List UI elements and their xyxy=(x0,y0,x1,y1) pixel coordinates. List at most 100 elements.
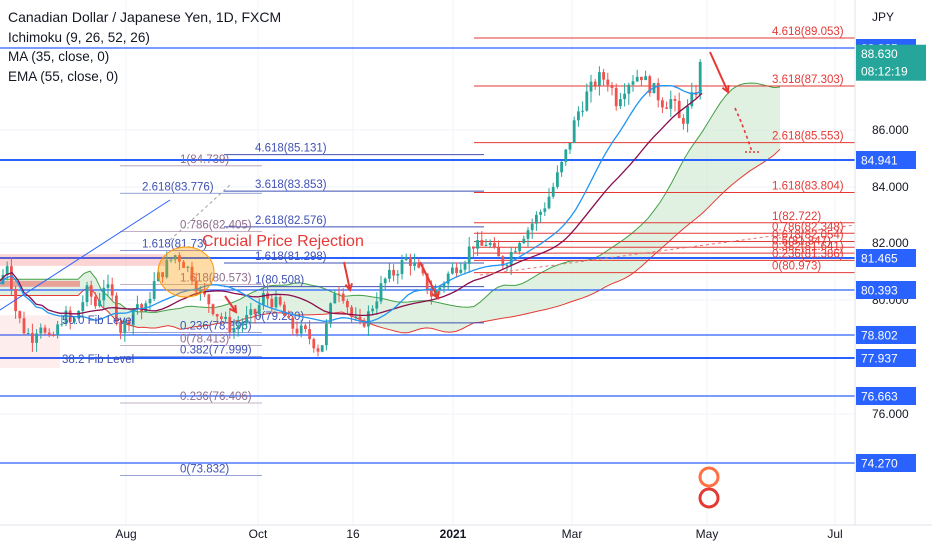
candle-body-57 xyxy=(241,323,244,326)
candle-body-6 xyxy=(26,333,30,335)
candle-body-131 xyxy=(551,186,555,197)
y-tick-0: 86.000 xyxy=(872,123,909,137)
fib-upper-label-6: 0.618(82.054) xyxy=(772,229,844,241)
chart-legend: Canadian Dollar / Japanese Yen, 1D, FXCM… xyxy=(8,8,281,86)
projection-path xyxy=(734,107,753,153)
fib-upper-label-1: 3.618(87.303) xyxy=(772,74,844,86)
candle-body-140 xyxy=(589,81,593,92)
price-axis[interactable]: JPY86.00084.00082.00080.00076.00088.8658… xyxy=(854,0,932,540)
candle-body-1 xyxy=(5,266,9,276)
cloud-fill xyxy=(0,83,780,333)
ichimoku-legend[interactable]: Ichimoku (9, 26, 52, 26) xyxy=(8,29,150,45)
candle-body-95 xyxy=(400,260,404,274)
x-tick-1: Oct xyxy=(249,527,268,541)
candle-body-52 xyxy=(220,316,223,320)
candle-body-125 xyxy=(526,230,530,239)
level-tag-bg-5 xyxy=(856,349,916,367)
candle-body-113 xyxy=(476,239,479,249)
currency-label: JPY xyxy=(872,10,894,24)
candle-body-111 xyxy=(467,246,471,264)
candle-body-61 xyxy=(257,304,261,314)
candle-body-133 xyxy=(560,161,563,173)
fib-left-label-0: 1(84.739) xyxy=(180,154,229,166)
candle-body-45 xyxy=(190,266,194,281)
candle-body-73 xyxy=(308,329,311,340)
candle-body-166 xyxy=(698,62,702,95)
left-pink-zone xyxy=(0,315,60,369)
time-axis[interactable]: Aug Oct 16 2021 Mar May Jul xyxy=(0,524,932,550)
candle-body-77 xyxy=(325,323,328,346)
arrow-may-head xyxy=(721,84,730,94)
candle-body-17 xyxy=(73,318,76,322)
candle-body-21 xyxy=(89,285,93,297)
ma-legend[interactable]: MA (35, close, 0) xyxy=(8,49,110,64)
candle-body-132 xyxy=(556,172,559,187)
candle-body-2 xyxy=(10,266,13,290)
candle-body-50 xyxy=(211,304,215,315)
candle-body-142 xyxy=(598,72,601,86)
candle-body-123 xyxy=(518,243,521,252)
annotations: Crucial Price Rejection 50.0 Fib Level 38.… xyxy=(0,51,856,509)
candle-body-39 xyxy=(165,259,169,278)
candle-body-41 xyxy=(173,255,177,260)
candle-body-100 xyxy=(421,267,425,274)
fibonacci-levels: 4.618(89.053) 3.618(87.303) 2.618(85.553) 1… xyxy=(120,26,855,476)
candle-body-162 xyxy=(682,118,685,124)
candle-body-116 xyxy=(488,242,492,245)
candle-body-63 xyxy=(266,293,269,299)
candle-body-143 xyxy=(602,72,605,80)
candle-body-152 xyxy=(640,76,643,81)
candle-body-110 xyxy=(463,263,467,270)
candle-body-5 xyxy=(22,318,26,334)
candle-body-20 xyxy=(85,285,89,303)
candle-body-24 xyxy=(102,287,106,301)
candle-body-107 xyxy=(451,267,454,274)
candle-body-32 xyxy=(136,304,139,309)
candle-body-81 xyxy=(341,293,345,301)
candle-body-56 xyxy=(236,325,240,329)
candle-body-112 xyxy=(472,246,475,249)
candle-body-99 xyxy=(417,263,421,268)
ichimoku-cloud xyxy=(0,82,781,334)
rejection-highlight xyxy=(157,246,215,298)
candle-body-96 xyxy=(404,257,408,261)
candle-body-154 xyxy=(648,76,652,94)
candle-body-27 xyxy=(115,295,118,323)
candle-body-79 xyxy=(333,293,337,304)
candle-body-124 xyxy=(522,238,526,244)
candle-body-62 xyxy=(262,293,265,305)
arrow-jan-shaft xyxy=(419,261,439,299)
fib-left-label-9: 0(73.832) xyxy=(180,464,229,476)
candle-body-69 xyxy=(291,317,295,329)
candles xyxy=(1,59,702,357)
ma-35-line xyxy=(0,92,703,317)
x-tick-0: Aug xyxy=(115,527,136,541)
ema-legend[interactable]: EMA (55, close, 0) xyxy=(8,68,119,84)
candle-body-13 xyxy=(56,324,59,336)
candle-body-102 xyxy=(430,290,433,297)
candle-body-53 xyxy=(224,316,227,320)
fib-left-label-7: 0.382(77.999) xyxy=(180,344,252,356)
left-red-zone xyxy=(0,254,165,266)
candle-body-76 xyxy=(320,345,324,352)
fib-upper-label-0: 4.618(89.053) xyxy=(772,26,844,38)
candle-body-51 xyxy=(215,314,219,317)
candle-body-163 xyxy=(686,106,689,124)
candle-body-141 xyxy=(593,81,597,86)
candle-body-4 xyxy=(18,311,22,319)
symbol-title[interactable]: Canadian Dollar / Japanese Yen, 1D, FXCM xyxy=(8,9,282,25)
candle-body-147 xyxy=(619,99,622,107)
candle-body-10 xyxy=(43,327,47,333)
candle-body-29 xyxy=(123,320,127,333)
candle-body-158 xyxy=(665,107,668,109)
candle-body-15 xyxy=(64,310,68,324)
candle-body-137 xyxy=(577,111,580,121)
candle-body-138 xyxy=(581,110,584,112)
candle-body-98 xyxy=(413,263,416,266)
fib-middle-label-2: 2.618(82.576) xyxy=(255,215,327,227)
countdown-tag: 08:12:19 xyxy=(861,65,908,79)
arrow-jan-head xyxy=(431,290,440,300)
candle-body-38 xyxy=(161,272,164,278)
candle-body-58 xyxy=(245,315,248,324)
